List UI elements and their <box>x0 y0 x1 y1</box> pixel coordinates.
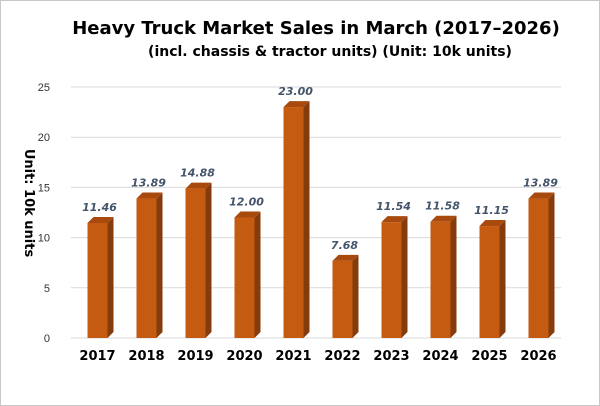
chart-title: Heavy Truck Market Sales in March (2017–… <box>72 18 560 39</box>
data-label: 14.88 <box>180 167 215 180</box>
data-label: 13.89 <box>523 177 558 190</box>
x-tick-label: 2018 <box>128 349 164 364</box>
bar-front <box>528 198 549 338</box>
y-tick-label: 5 <box>44 283 50 295</box>
bar-side <box>499 220 506 338</box>
bar-top <box>430 215 457 222</box>
x-tick-label: 2020 <box>226 349 262 364</box>
data-label: 23.00 <box>278 85 313 98</box>
bar-side <box>548 192 555 338</box>
x-tick-label: 2025 <box>471 349 507 364</box>
x-tick-label: 2017 <box>79 349 115 364</box>
bar-top <box>528 192 555 199</box>
bar <box>479 220 506 338</box>
bar-front <box>136 198 157 338</box>
bar <box>283 101 310 338</box>
bar-top <box>479 220 506 227</box>
y-tick-labels: 0 5 10 15 20 25 <box>38 82 50 345</box>
bar-side <box>107 216 114 338</box>
y-tick-label: 0 <box>44 333 50 345</box>
bar-side <box>450 215 457 338</box>
bar-front <box>87 222 108 338</box>
y-tick-label: 20 <box>38 132 50 144</box>
x-tick-label: 2026 <box>520 349 556 364</box>
bar-top <box>87 216 114 223</box>
bar-top <box>332 254 359 261</box>
x-tick-label: 2023 <box>373 349 409 364</box>
data-label: 12.00 <box>229 196 264 209</box>
bar-side <box>401 216 408 338</box>
bar <box>234 211 261 338</box>
bar-front <box>283 107 304 338</box>
x-tick-label: 2024 <box>422 349 458 364</box>
bar-front <box>234 217 255 338</box>
bar-front <box>430 221 451 338</box>
data-label: 7.68 <box>331 239 358 252</box>
bar <box>528 192 555 338</box>
bar-top <box>381 216 408 223</box>
y-tick-label: 15 <box>38 182 50 194</box>
bar-front <box>332 260 353 338</box>
bar-top <box>234 211 261 218</box>
x-tick-labels: 2017 2018 2019 2020 2021 2022 2023 2024 2025 2026 <box>79 349 556 364</box>
bar <box>430 215 457 338</box>
bar <box>87 216 114 338</box>
y-tick-label: 10 <box>38 233 50 245</box>
bar-side <box>303 101 310 338</box>
bar <box>136 192 163 338</box>
bar-side <box>352 254 359 338</box>
data-label: 11.54 <box>376 200 411 213</box>
y-tick-label: 25 <box>38 82 50 94</box>
x-tick-label: 2022 <box>324 349 360 364</box>
data-label: 11.15 <box>474 204 509 217</box>
bar-side <box>254 211 261 338</box>
data-label: 11.46 <box>82 201 117 214</box>
bar-side <box>205 182 212 338</box>
bar <box>332 254 359 338</box>
bars <box>87 101 555 338</box>
bar <box>381 216 408 338</box>
bar-front <box>185 188 206 338</box>
bar <box>185 182 212 338</box>
data-label: 13.89 <box>131 177 166 190</box>
bar-front <box>479 226 500 338</box>
data-labels: 11.46 13.89 14.88 12.00 23.00 7.68 11.54 11.58 1… <box>82 85 558 252</box>
y-axis-label: Unit: 10k units <box>21 149 36 258</box>
bar-front <box>381 222 402 338</box>
bar-top <box>185 182 212 189</box>
bar-top <box>136 192 163 199</box>
bar-top <box>283 101 310 108</box>
x-tick-label: 2021 <box>275 349 311 364</box>
chart-subtitle: (incl. chassis & tractor units) (Unit: 1… <box>148 44 512 60</box>
data-label: 11.58 <box>425 200 460 213</box>
x-tick-label: 2019 <box>177 349 213 364</box>
bar-side <box>156 192 163 338</box>
